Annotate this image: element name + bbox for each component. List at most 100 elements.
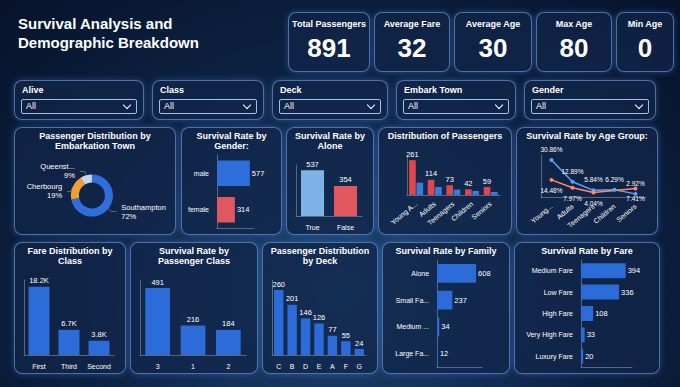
html-text:Passenger Distribution by Deck: Passenger Distribution by Deck (270, 246, 370, 266)
svg-text:12.89%: 12.89% (561, 168, 583, 175)
html-text:Min Age: Min Age (627, 19, 663, 29)
svg-text:High Fare: High Fare (542, 310, 573, 318)
svg-text:female: female (188, 206, 209, 213)
svg-text:72%: 72% (121, 212, 136, 221)
svg-text:33: 33 (587, 330, 595, 339)
svg-text:9%: 9% (64, 171, 75, 180)
html-text:Alive: Alive (22, 85, 44, 95)
html-text:891: 891 (307, 33, 351, 63)
svg-text:537: 537 (306, 160, 319, 169)
svg-text:201: 201 (286, 294, 299, 303)
svg-text:1: 1 (191, 363, 195, 370)
svg-text:First: First (32, 363, 46, 370)
svg-text:Seniors: Seniors (470, 200, 493, 221)
svg-text:6.29%: 6.29% (605, 176, 624, 183)
svg-text:24: 24 (355, 339, 363, 348)
svg-text:126: 126 (313, 313, 326, 322)
svg-text:55: 55 (342, 331, 350, 340)
svg-text:7.97%: 7.97% (563, 195, 582, 202)
html-text:Fare Distribution by Class: Fare Distribution by Class (27, 246, 113, 266)
svg-text:19%: 19% (47, 191, 62, 200)
svg-text:314: 314 (237, 205, 250, 214)
svg-text:354: 354 (339, 175, 352, 184)
svg-text:77: 77 (328, 325, 336, 334)
svg-text:Large Fa...: Large Fa... (395, 350, 429, 358)
svg-text:394: 394 (628, 266, 641, 275)
svg-text:Teenagers: Teenagers (426, 200, 457, 227)
svg-text:30.86%: 30.86% (540, 146, 562, 153)
html-text:Survival Analysis and Demograp: Survival Analysis and Demographic Breakd… (18, 15, 199, 51)
svg-text:Seniors: Seniors (615, 202, 638, 223)
svg-text:4.04%: 4.04% (584, 200, 603, 207)
svg-text:12: 12 (440, 349, 448, 358)
svg-text:Adults: Adults (555, 202, 575, 221)
svg-text:20: 20 (585, 352, 593, 361)
html-text:0: 0 (637, 33, 653, 63)
svg-text:216: 216 (187, 315, 200, 324)
svg-text:Medium Fare: Medium Fare (532, 267, 573, 274)
svg-text:237: 237 (454, 296, 467, 305)
svg-text:Children: Children (450, 200, 475, 222)
svg-text:Teenagers: Teenagers (566, 202, 597, 229)
svg-text:B: B (290, 363, 295, 370)
svg-text:Adults: Adults (417, 200, 437, 219)
svg-text:184: 184 (222, 319, 235, 328)
html-text:Passenger Distribution by Emba: Passenger Distribution by Embarkation To… (39, 131, 151, 151)
svg-text:114: 114 (425, 169, 437, 178)
svg-text:Young A...: Young A... (390, 200, 419, 227)
svg-text:491: 491 (151, 278, 164, 287)
svg-text:False: False (337, 224, 354, 231)
svg-text:Very High Fare: Very High Fare (526, 331, 573, 339)
svg-text:146: 146 (299, 308, 312, 317)
svg-text:108: 108 (595, 309, 608, 318)
svg-text:E: E (317, 363, 322, 370)
svg-text:Third: Third (61, 363, 77, 370)
svg-text:Children: Children (592, 202, 617, 225)
svg-text:True: True (305, 224, 319, 231)
svg-text:2: 2 (226, 363, 230, 370)
svg-text:Small Fa...: Small Fa... (396, 297, 430, 304)
svg-text:5.84%: 5.84% (584, 176, 603, 183)
svg-text:Medium ...: Medium ... (396, 323, 429, 330)
html-text:32: 32 (397, 33, 427, 63)
svg-text:14.48%: 14.48% (540, 187, 562, 194)
svg-text:Cherbourg: Cherbourg (27, 182, 62, 191)
html-text:Survival Rate by Alone: Survival Rate by Alone (295, 131, 365, 151)
svg-text:Second: Second (87, 363, 111, 370)
html-text:Max Age: Max Age (555, 19, 593, 29)
html-text:Survival Rate by Gender:: Survival Rate by Gender: (196, 131, 267, 151)
svg-text:Low Fare: Low Fare (544, 289, 573, 296)
svg-text:73: 73 (446, 175, 454, 184)
svg-text:Southampton: Southampton (121, 203, 166, 212)
svg-text:42: 42 (464, 179, 472, 188)
svg-text:608: 608 (478, 269, 491, 278)
html-text:80: 80 (559, 33, 589, 63)
svg-text:3.8K: 3.8K (91, 330, 106, 339)
svg-text:336: 336 (621, 288, 634, 297)
svg-text:6.7K: 6.7K (61, 319, 76, 328)
svg-text:Luxury Fare: Luxury Fare (536, 353, 573, 361)
svg-text:D: D (303, 363, 308, 370)
svg-text:577: 577 (252, 169, 265, 178)
html-text:Average Fare: Average Fare (383, 19, 441, 29)
svg-text:G: G (357, 363, 362, 370)
svg-text:A: A (330, 363, 335, 370)
svg-text:C: C (276, 363, 281, 370)
html-text:Survival Rate by Passenger Cla: Survival Rate by Passenger Class (158, 246, 230, 266)
svg-text:34: 34 (441, 322, 449, 331)
svg-text:F: F (344, 363, 348, 370)
svg-text:2.92%: 2.92% (626, 180, 645, 187)
html-text:Average Age: Average Age (465, 19, 521, 29)
svg-text:7.41%: 7.41% (626, 195, 645, 202)
svg-text:male: male (194, 170, 209, 177)
svg-text:260: 260 (272, 280, 285, 289)
html-text:30: 30 (478, 33, 508, 63)
svg-text:18.2K: 18.2K (29, 276, 49, 285)
svg-text:3: 3 (156, 363, 160, 370)
svg-text:Queenst...: Queenst... (40, 162, 75, 171)
svg-text:59: 59 (483, 177, 491, 186)
svg-text:Alone: Alone (411, 270, 429, 277)
svg-text:Young...: Young... (530, 203, 555, 226)
svg-text:261: 261 (406, 150, 419, 159)
html-text:Total Passengers: Total Passengers (292, 19, 366, 29)
